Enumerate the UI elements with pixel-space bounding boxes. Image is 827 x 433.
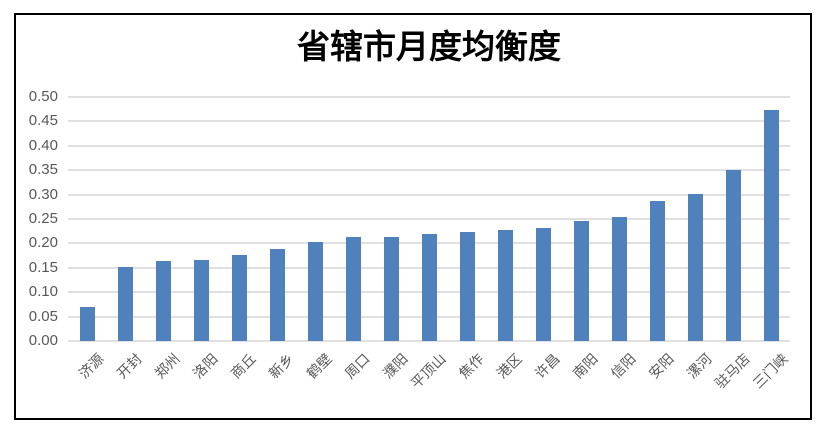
y-tick-label: 0.10: [28, 283, 58, 301]
x-tick-label: 鹤壁: [303, 350, 335, 382]
gridline: [68, 218, 790, 220]
x-tick-label: 郑州: [151, 350, 183, 382]
x-tick-label: 洛阳: [189, 350, 221, 382]
bar-安阳: [649, 200, 665, 341]
y-tick-label: 0.15: [28, 258, 58, 276]
bar-商丘: [231, 255, 247, 341]
bar-新乡: [269, 249, 285, 341]
chart-frame: 省辖市月度均衡度 0.00 0.05 0.10 0.15 0.20 0.25 0.30 0.3…: [14, 13, 812, 420]
x-tick-label: 安阳: [645, 350, 677, 382]
bar-郑州: [155, 261, 171, 341]
gridline: [68, 120, 790, 123]
x-tick-label: 周口: [341, 350, 373, 382]
x-tick-label: 新乡: [265, 350, 297, 382]
bar-许昌: [535, 228, 551, 341]
y-tick-label: 0.05: [28, 307, 58, 325]
bar-洛阳: [193, 260, 209, 341]
x-tick-label: 三门峡: [749, 350, 791, 392]
bar-鹤壁: [307, 241, 323, 341]
bar-南阳: [573, 221, 589, 341]
x-tick-label: 信阳: [607, 350, 639, 382]
bar-濮阳: [383, 236, 399, 341]
plot-area: 0.00 0.05 0.10 0.15 0.20 0.25 0.30 0.35 0.40 0.45…: [29, 88, 791, 391]
bar-济源: [79, 306, 95, 341]
x-tick-label: 平顶山: [407, 350, 449, 392]
x-tick-label: 开封: [113, 350, 145, 382]
gridline: [68, 169, 790, 172]
gridline: [68, 193, 790, 196]
bar-驻马店: [725, 169, 741, 341]
bar-信阳: [611, 216, 627, 341]
bar-漯河: [687, 194, 703, 341]
y-tick-label: 0.45: [28, 112, 58, 130]
y-tick-label: 0.25: [28, 210, 58, 227]
gridline: [68, 340, 790, 342]
x-tick-label: 商丘: [227, 350, 259, 382]
x-tick-label: 济源: [75, 350, 107, 382]
y-tick-label: 0.40: [28, 136, 58, 154]
gridline: [68, 96, 790, 98]
bar-港区: [497, 229, 513, 341]
bar-焦作: [459, 232, 475, 341]
y-tick-label: 0.35: [28, 161, 58, 179]
chart-title: 省辖市月度均衡度: [297, 27, 561, 66]
bar-周口: [345, 237, 361, 341]
bar-三门峡: [763, 109, 779, 341]
x-tick-label: 焦作: [455, 350, 487, 382]
bar-开封: [117, 267, 133, 341]
x-tick-label: 港区: [493, 350, 525, 382]
x-tick-label: 驻马店: [711, 350, 753, 392]
bar-平顶山: [421, 233, 437, 341]
gridline: [68, 144, 790, 147]
y-tick-label: 0.50: [28, 88, 58, 105]
y-tick-label: 0.00: [28, 332, 58, 349]
y-tick-label: 0.20: [28, 234, 58, 252]
y-tick-label: 0.30: [28, 185, 58, 203]
x-tick-label: 南阳: [569, 350, 601, 382]
x-tick-label: 许昌: [531, 350, 563, 382]
